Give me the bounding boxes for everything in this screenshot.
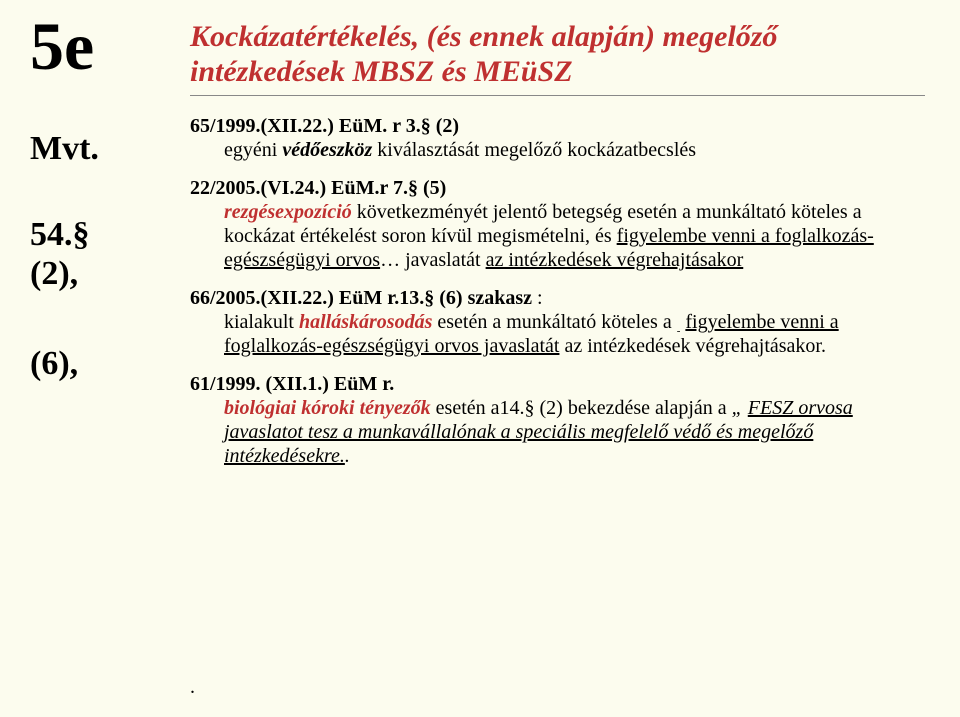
title-line2: intézkedések MBSZ és MEüSZ [190, 55, 573, 88]
sidebar-label-54: 54.§ (2), [30, 215, 90, 293]
p4-end: . [345, 445, 350, 467]
paragraph-4: 61/1999. (XII.1.) EüM r. biológiai kórok… [190, 372, 930, 468]
p2-ul2: az intézkedések végrehajtásakor [486, 249, 744, 271]
sidebar-54-line2: (2), [30, 255, 78, 292]
stray-dot: . [190, 676, 195, 699]
title-line1: Kockázatértékelés, (és ennek alapján) me… [190, 20, 777, 53]
p1-body: egyéni védőeszköz kiválasztását megelőző… [190, 138, 930, 162]
p2-lead: 22/2005.(VI.24.) EüM.r 7.§ (5) [190, 177, 446, 199]
p2-mid: … javaslatát [380, 249, 486, 271]
p1-body-pre: egyéni [224, 139, 282, 161]
p3-lead: 66/2005.(XII.22.) EüM r.13.§ (6) szakasz [190, 287, 532, 309]
p1-lead: 65/1999.(XII.22.) EüM. r 3.§ (2) [190, 115, 459, 137]
slide-title: Kockázatértékelés, (és ennek alapján) me… [190, 20, 930, 95]
title-rule [190, 95, 925, 96]
p2-body: rezgésexpozíció következményét jelentő b… [190, 200, 930, 272]
sidebar-label-6: (6), [30, 345, 78, 383]
p3-l1a: kialakult [224, 311, 299, 333]
paragraph-2: 22/2005.(VI.24.) EüM.r 7.§ (5) rezgésexp… [190, 176, 930, 272]
sidebar-54-line1: 54.§ [30, 216, 90, 253]
p1-body-emph: védőeszköz [282, 139, 372, 161]
p3-tail: az intézkedések végrehajtásakor. [559, 335, 826, 357]
slide-number-marker: 5e [30, 12, 170, 80]
p4-emph: biológiai kóroki tényezők [224, 397, 431, 419]
p4-body: biológiai kóroki tényezők esetén a14.§ (… [190, 396, 930, 468]
p1-body-post: kiválasztását megelőző kockázatbecslés [372, 139, 696, 161]
p2-emph: rezgésexpozíció [224, 201, 352, 223]
sidebar-label-mvt: Mvt. [30, 130, 99, 168]
p4-rest: esetén a14.§ (2) bekezdése alapján a [431, 397, 732, 419]
main-content: Kockázatértékelés, (és ennek alapján) me… [190, 20, 930, 482]
paragraph-3: 66/2005.(XII.22.) EüM r.13.§ (6) szakasz… [190, 286, 930, 358]
p3-emph: halláskárosodás [299, 311, 432, 333]
p3-body: kialakult halláskárosodás esetén a munká… [190, 310, 930, 358]
p3-sub: - [677, 325, 681, 338]
slide: 5e Mvt. 54.§ (2), (6), Kockázatértékelés… [0, 0, 960, 717]
left-column: 5e [30, 12, 170, 80]
p3-l1b: esetén a munkáltató köteles a [432, 311, 671, 333]
p3-colon: : [532, 287, 543, 309]
p4-lead: 61/1999. (XII.1.) EüM r. [190, 373, 394, 395]
p4-quote-open: „ [732, 397, 748, 419]
paragraph-1: 65/1999.(XII.22.) EüM. r 3.§ (2) egyéni … [190, 114, 930, 162]
